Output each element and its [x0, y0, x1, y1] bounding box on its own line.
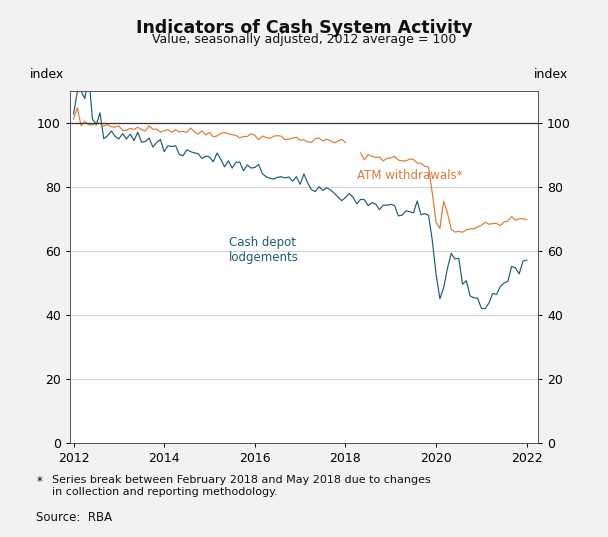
Text: ATM withdrawals*: ATM withdrawals*: [357, 169, 463, 182]
Text: *: *: [36, 475, 43, 488]
Text: Indicators of Cash System Activity: Indicators of Cash System Activity: [136, 19, 472, 37]
Text: Source:  RBA: Source: RBA: [36, 511, 112, 524]
Text: Cash depot
lodgements: Cash depot lodgements: [229, 236, 299, 264]
Text: index: index: [534, 68, 568, 81]
Text: Value, seasonally adjusted, 2012 average = 100: Value, seasonally adjusted, 2012 average…: [152, 33, 456, 46]
Text: Series break between February 2018 and May 2018 due to changes
in collection and: Series break between February 2018 and M…: [52, 475, 430, 497]
Text: index: index: [30, 68, 64, 81]
